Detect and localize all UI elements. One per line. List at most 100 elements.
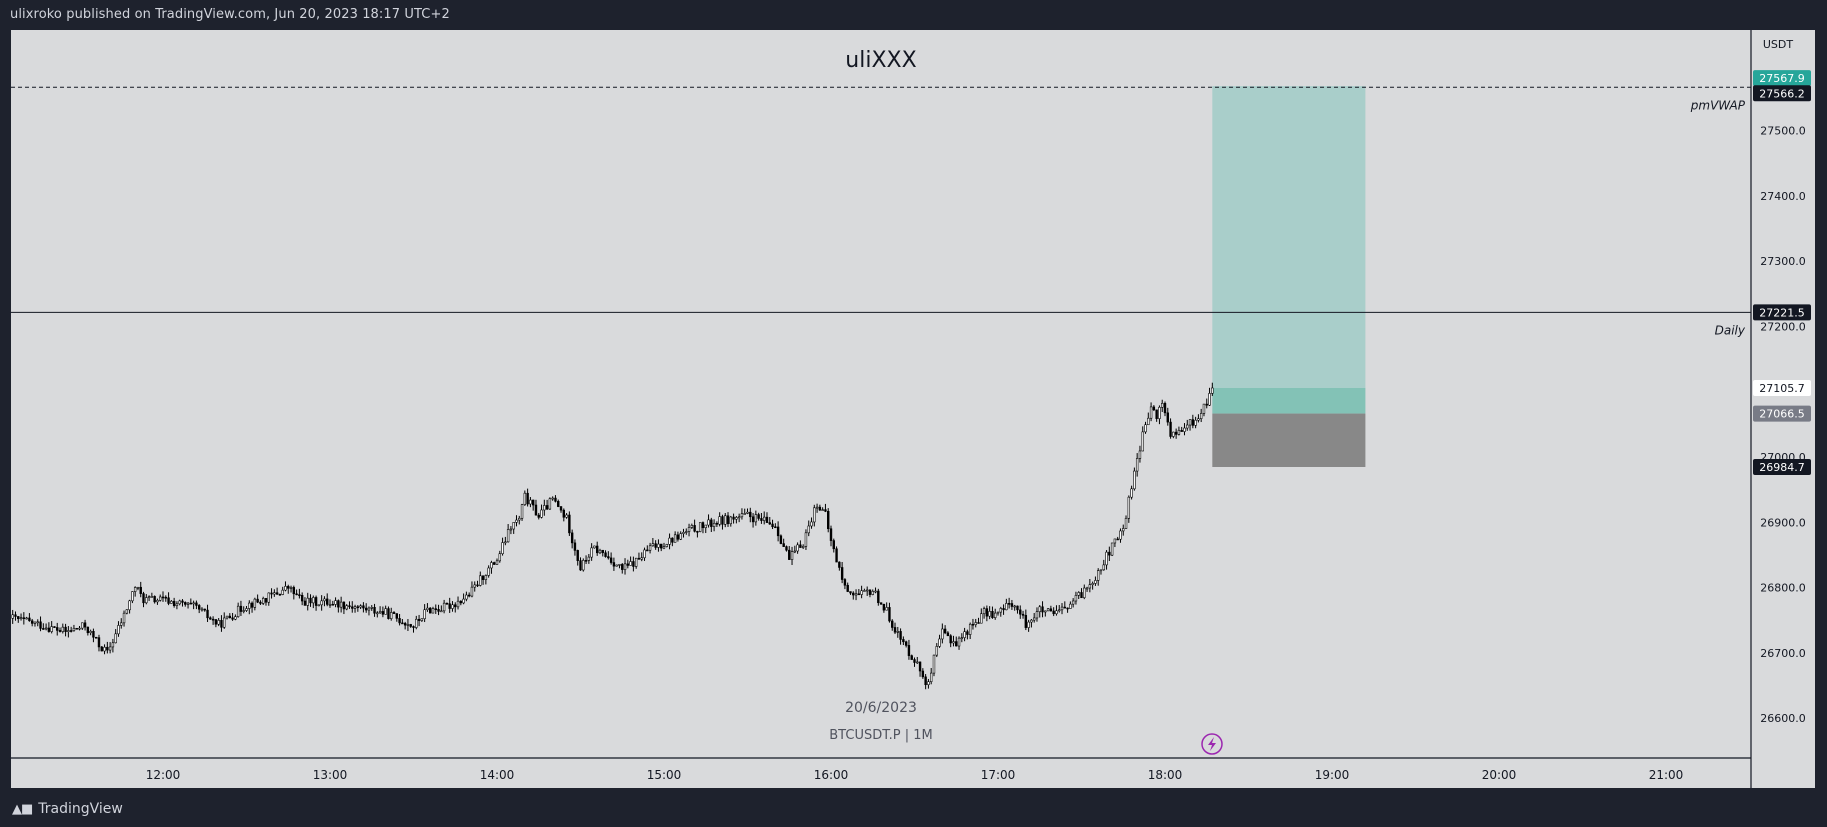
candle-body (526, 492, 529, 505)
candle-body (999, 608, 1002, 613)
candle-body (195, 602, 198, 606)
candle-body (832, 540, 835, 550)
candle-body (924, 676, 927, 686)
candle (902, 636, 905, 646)
candle (184, 601, 187, 607)
candle-body (943, 628, 947, 634)
lightning-alert-icon[interactable] (1201, 733, 1223, 755)
candle (345, 604, 348, 611)
candle-body (634, 557, 638, 567)
candle-body (952, 641, 955, 644)
candle (1172, 431, 1175, 439)
plot-area[interactable] (11, 30, 1751, 758)
candle (267, 592, 270, 606)
price-tag-label: 27066.5 (1759, 408, 1805, 421)
candle-body (737, 516, 741, 519)
candle (133, 586, 137, 597)
price-tag[interactable]: 27221.5 (1753, 304, 1811, 321)
candle-body (504, 541, 507, 544)
candle-body (1080, 592, 1083, 599)
candle (236, 602, 240, 618)
candle (609, 552, 613, 565)
price-tag[interactable]: 27066.5 (1753, 405, 1811, 422)
candle-body (860, 590, 863, 595)
candle (943, 625, 947, 635)
candle-body (854, 593, 858, 596)
candle-body (67, 630, 70, 632)
candle (1122, 524, 1125, 536)
candle (732, 513, 735, 524)
candle (131, 591, 134, 604)
candle (33, 621, 37, 627)
candle-body (929, 672, 933, 682)
candle-body (665, 544, 668, 547)
candle-body (351, 606, 354, 609)
candle-body (771, 523, 774, 528)
candle-body (1180, 430, 1183, 432)
candle-body (865, 589, 869, 592)
profit-zone[interactable] (1212, 86, 1366, 388)
price-tag[interactable]: 26984.7 (1753, 458, 1811, 475)
candle-body (1060, 606, 1064, 611)
candle-body (849, 591, 852, 594)
candle (682, 528, 685, 538)
candle (1021, 610, 1025, 619)
candle (1138, 445, 1142, 463)
price-tag[interactable]: 27105.7 (1753, 379, 1811, 396)
candle-body (996, 611, 1000, 614)
candle-body (392, 612, 396, 614)
candle (381, 606, 385, 618)
candle-body (966, 631, 969, 635)
time-axis[interactable] (11, 758, 1751, 788)
chart-title: uliXXX (845, 48, 916, 73)
candle-body (721, 516, 724, 525)
candle (30, 618, 34, 627)
candle (1197, 414, 1200, 423)
candle (593, 545, 596, 549)
candle-body (437, 609, 440, 612)
candle (164, 595, 167, 602)
candle-body (974, 622, 977, 625)
candle (95, 636, 98, 639)
stop-loss-zone[interactable] (1212, 413, 1366, 467)
candle-body (22, 617, 26, 619)
candle (481, 575, 485, 585)
candle-body (1063, 606, 1067, 609)
candle (437, 604, 440, 616)
candle (14, 611, 17, 621)
candle (640, 552, 643, 562)
candle-body (1130, 488, 1133, 498)
candle (139, 581, 142, 598)
candle (122, 610, 126, 627)
candle (295, 589, 298, 596)
candle (704, 524, 707, 534)
price-tag[interactable]: 27567.9 (1753, 70, 1811, 87)
candle (1041, 601, 1044, 618)
candle-body (72, 627, 76, 631)
candle-body (604, 552, 607, 557)
candle-body (637, 557, 641, 560)
candle-body (520, 504, 524, 519)
candle (579, 557, 582, 571)
candle-body (128, 600, 131, 611)
candle (757, 512, 760, 521)
candle-body (749, 511, 752, 518)
date-watermark: 20/6/2023 (845, 700, 917, 716)
candle-body (813, 507, 816, 523)
candle-body (342, 601, 346, 610)
footer-brand[interactable]: ▲■ TradingView (12, 801, 123, 817)
candle-body (1027, 621, 1030, 628)
candle (117, 621, 120, 637)
price-tag[interactable]: 27566.2 (1753, 85, 1811, 102)
candle-body (473, 584, 476, 588)
candle (877, 588, 880, 606)
candle (918, 661, 922, 677)
candle-body (506, 529, 510, 543)
candle-body (95, 636, 98, 639)
candle-body (946, 632, 950, 637)
candle (303, 597, 307, 606)
x-tick-label: 16:00 (814, 768, 849, 782)
price-tag-label: 26984.7 (1759, 461, 1805, 474)
price-tag-bg (1753, 70, 1811, 87)
